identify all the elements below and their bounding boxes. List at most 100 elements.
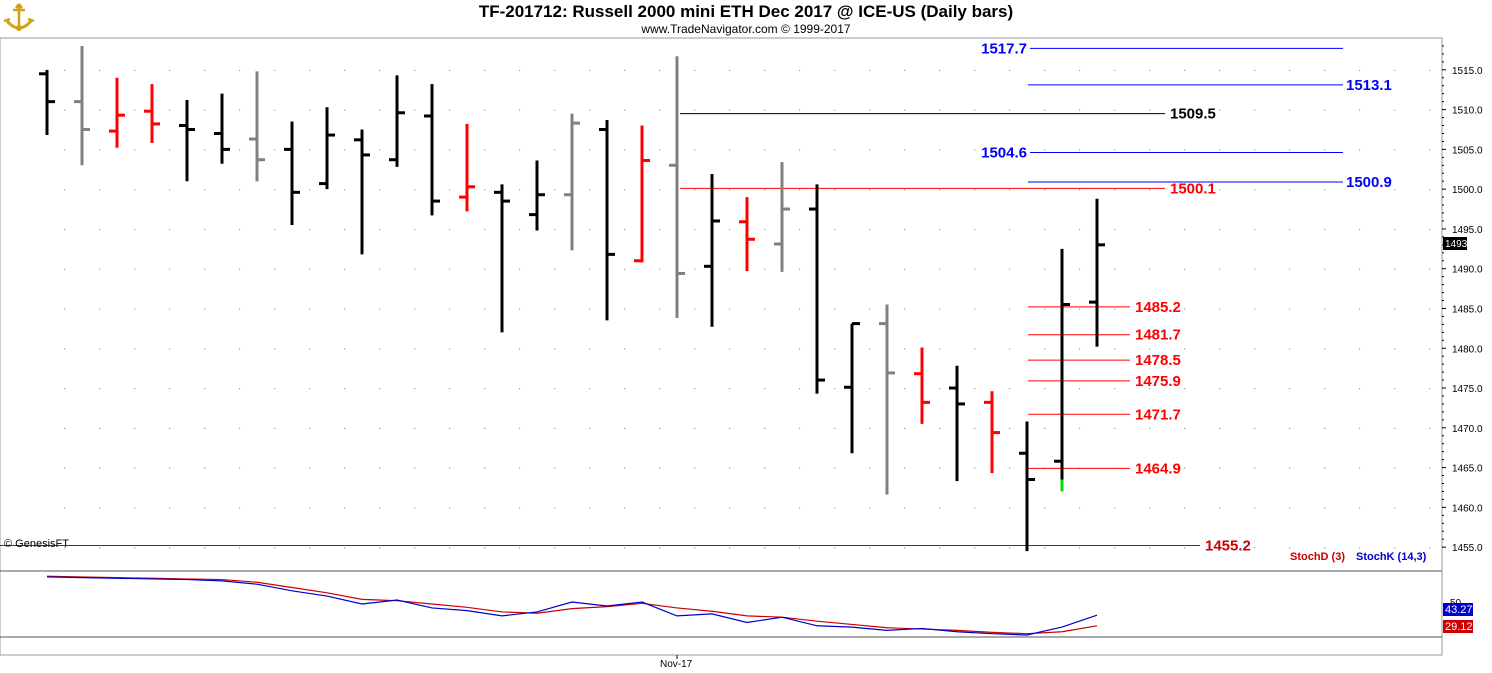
grid-dot [449, 69, 451, 72]
grid-dot [1184, 388, 1186, 390]
grid-dot [204, 388, 206, 390]
grid-dot [974, 228, 976, 231]
grid-dot [589, 427, 591, 430]
grid-dot [1149, 189, 1151, 191]
grid-dot [1394, 388, 1396, 390]
grid-dot [64, 467, 66, 469]
y-axis-tick-label: 1465.0 [1452, 464, 1483, 475]
grid-dot [379, 189, 381, 191]
grid-dot [204, 507, 206, 509]
grid-dot [1254, 507, 1256, 509]
grid-dot [799, 427, 801, 430]
grid-dot [1079, 308, 1081, 310]
grid-dot [204, 149, 206, 151]
grid-dot [99, 348, 101, 350]
price-level-label: 1509.5 [1170, 106, 1216, 123]
y-axis-tick-label: 1515.0 [1452, 66, 1483, 77]
grid-dot [694, 149, 696, 151]
grid-dot [729, 308, 731, 310]
grid-dot [1324, 427, 1326, 430]
grid-dot [1289, 427, 1291, 430]
grid-dot [729, 268, 731, 270]
grid-dot [939, 388, 941, 390]
grid-dot [729, 109, 731, 111]
grid-dot [1184, 69, 1186, 72]
x-axis-label: Nov-17 [660, 659, 693, 670]
grid-dot [694, 228, 696, 231]
grid-dot [1009, 547, 1011, 549]
grid-dot [239, 69, 241, 72]
grid-dot [414, 149, 416, 151]
grid-dot [764, 388, 766, 390]
grid-dot [239, 149, 241, 151]
grid-dot [309, 69, 311, 72]
grid-dot [1079, 507, 1081, 509]
grid-dot [484, 149, 486, 151]
grid-dot [1429, 388, 1431, 390]
stoch-d-legend: StochD (3) [1290, 551, 1345, 563]
grid-dot [204, 109, 206, 111]
grid-dot [1009, 427, 1011, 430]
grid-dot [1114, 189, 1116, 191]
y-axis-tick-label: 1490.0 [1452, 265, 1483, 276]
grid-dot [1464, 467, 1466, 469]
grid-dot [659, 547, 661, 549]
grid-dot [1184, 189, 1186, 191]
grid-dot [764, 228, 766, 231]
grid-dot [344, 427, 346, 430]
grid-dot [554, 507, 556, 509]
grid-dot [624, 189, 626, 191]
grid-dot [1149, 507, 1151, 509]
grid-dot [1324, 348, 1326, 350]
grid-dot [729, 189, 731, 191]
grid-dot [1219, 308, 1221, 310]
grid-dot [1324, 467, 1326, 469]
grid-dot [1219, 69, 1221, 72]
grid-dot [1394, 348, 1396, 350]
grid-dot [379, 109, 381, 111]
grid-dot [99, 507, 101, 509]
grid-dot [309, 427, 311, 430]
grid-dot [1044, 427, 1046, 430]
grid-dot [834, 467, 836, 469]
grid-dot [484, 109, 486, 111]
y-axis-tick-label: 1460.0 [1452, 503, 1483, 514]
grid-dot [344, 109, 346, 111]
grid-dot [169, 467, 171, 469]
grid-dot [1289, 189, 1291, 191]
grid-dot [694, 348, 696, 350]
grid-dot [974, 547, 976, 549]
grid-dot [1394, 467, 1396, 469]
grid-dot [799, 149, 801, 151]
grid-dot [589, 388, 591, 390]
grid-dot [1184, 507, 1186, 509]
grid-dot [729, 388, 731, 390]
grid-dot [449, 467, 451, 469]
grid-dot [309, 467, 311, 469]
grid-dot [134, 189, 136, 191]
grid-dot [1464, 149, 1466, 151]
grid-dot [64, 427, 66, 430]
grid-dot [974, 149, 976, 151]
grid-dot [624, 109, 626, 111]
grid-dot [659, 189, 661, 191]
grid-dot [1009, 228, 1011, 231]
grid-dot [309, 109, 311, 111]
grid-dot [1289, 69, 1291, 72]
grid-dot [1359, 467, 1361, 469]
grid-dot [169, 427, 171, 430]
grid-dot [694, 427, 696, 430]
grid-dot [344, 189, 346, 191]
grid-dot [1464, 308, 1466, 310]
grid-dot [134, 69, 136, 72]
y-axis-tick-label: 1485.0 [1452, 304, 1483, 315]
grid-dot [939, 308, 941, 310]
grid-dot [1149, 69, 1151, 72]
grid-dot [1044, 228, 1046, 231]
grid-dot [379, 268, 381, 270]
grid-dot [1009, 467, 1011, 469]
grid-dot [1219, 507, 1221, 509]
grid-dot [834, 348, 836, 350]
price-level-label: 1475.9 [1135, 373, 1181, 390]
